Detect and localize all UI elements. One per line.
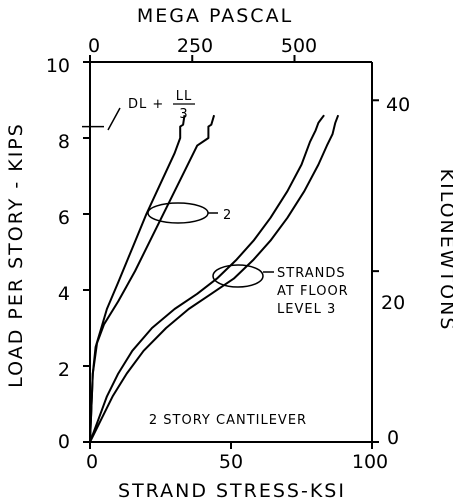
x-tick-label: 50 <box>219 451 243 473</box>
y2-tick-label: 40 <box>386 94 410 116</box>
y2-axis-title: KILONEWTONS <box>436 169 453 332</box>
strands-label-line-2: AT FLOOR <box>277 284 349 299</box>
series-line-4 <box>89 114 340 443</box>
load-case-numerator: LL <box>176 89 193 104</box>
load-case-label: DL + <box>128 97 164 112</box>
y-tick-label: 0 <box>58 431 70 453</box>
y2-tick-label: 0 <box>387 427 399 449</box>
y-tick-label: 6 <box>58 207 70 229</box>
group-ellipse-2 <box>147 202 209 224</box>
series-line-2 <box>89 114 216 443</box>
strands-label-line-1: STRANDS <box>277 266 346 281</box>
y-tick-label: 2 <box>58 359 70 381</box>
series-line-1 <box>89 115 186 443</box>
series-line-3 <box>89 114 325 443</box>
y-tick-label: 4 <box>58 283 70 305</box>
x2-tick-label: 500 <box>281 35 317 57</box>
group-label-2: 2 <box>223 208 232 223</box>
y-axis-title: LOAD PER STORY - KIPS <box>5 122 27 388</box>
y-tick-label: 8 <box>58 131 70 153</box>
x-tick-label: 100 <box>352 451 388 473</box>
strands-label-line-3: LEVEL 3 <box>277 302 336 317</box>
x-axis-title: STRAND STRESS-KSI <box>118 480 346 502</box>
x2-tick-label: 0 <box>88 35 100 57</box>
strands-ellipse <box>212 264 264 288</box>
y-tick-label: 10 <box>46 55 70 77</box>
reference-leader <box>107 107 121 131</box>
tick-marks <box>83 55 379 449</box>
load-case-denominator: 3 <box>179 107 188 122</box>
x2-tick-label: 250 <box>177 35 213 57</box>
x-tick-label: 0 <box>86 451 98 473</box>
y2-tick-label: 20 <box>381 292 405 314</box>
chart-caption: 2 STORY CANTILEVER <box>149 413 307 428</box>
x2-axis-title: MEGA PASCAL <box>137 5 293 27</box>
